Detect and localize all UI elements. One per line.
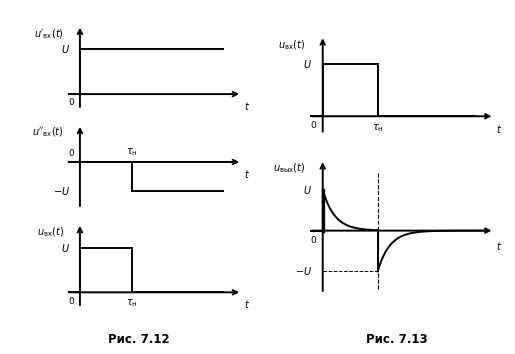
Text: $-U$: $-U$ (295, 266, 313, 278)
Text: Рис. 7.13: Рис. 7.13 (366, 333, 427, 346)
Text: $t$: $t$ (244, 100, 250, 112)
Text: $0$: $0$ (68, 295, 75, 306)
Text: $U$: $U$ (61, 44, 70, 55)
Text: $u_{\rm вых}(t)$: $u_{\rm вых}(t)$ (273, 161, 305, 175)
Text: $0$: $0$ (68, 96, 75, 107)
Text: $u'_{\rm вх}(t)$: $u'_{\rm вх}(t)$ (34, 27, 64, 41)
Text: $t$: $t$ (244, 168, 250, 180)
Text: $U$: $U$ (303, 184, 313, 196)
Text: $u_{\rm вх}(t)$: $u_{\rm вх}(t)$ (279, 38, 305, 52)
Text: $u_{\rm вх}(t)$: $u_{\rm вх}(t)$ (37, 225, 64, 239)
Text: $\tau_{\rm н}$: $\tau_{\rm н}$ (372, 122, 384, 134)
Text: $U$: $U$ (303, 58, 313, 70)
Text: $\tau_{\rm н}$: $\tau_{\rm н}$ (126, 298, 138, 309)
Text: $t$: $t$ (496, 123, 502, 135)
Text: Рис. 7.12: Рис. 7.12 (108, 333, 170, 346)
Text: $t$: $t$ (244, 298, 250, 310)
Text: $u''_{\rm вх}(t)$: $u''_{\rm вх}(t)$ (32, 125, 64, 139)
Text: $0$: $0$ (68, 147, 75, 158)
Text: $t$: $t$ (496, 240, 502, 252)
Text: $\tau_{\rm н}$: $\tau_{\rm н}$ (126, 146, 138, 158)
Text: $0$: $0$ (311, 119, 318, 130)
Text: $-U$: $-U$ (53, 185, 70, 197)
Text: $U$: $U$ (61, 242, 70, 253)
Text: $0$: $0$ (311, 234, 318, 245)
